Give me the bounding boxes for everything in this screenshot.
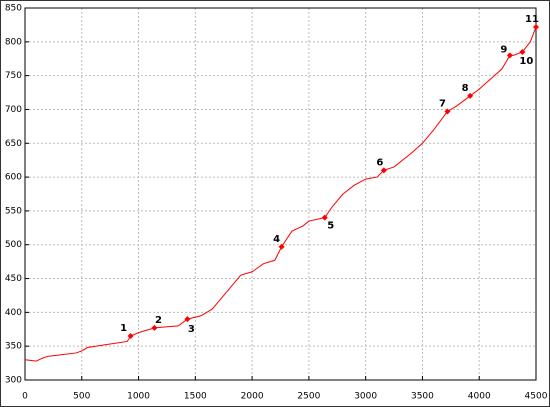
y-tick-label: 350 <box>5 342 22 352</box>
x-tick-label: 4000 <box>468 392 491 402</box>
marker <box>444 108 451 115</box>
marker-label: 3 <box>188 324 195 335</box>
x-tick-label: 500 <box>73 392 90 402</box>
marker <box>519 48 526 55</box>
line <box>24 26 537 362</box>
marker-label: 6 <box>376 157 383 168</box>
marker-label: 11 <box>525 14 539 25</box>
y-tick-label: 550 <box>5 206 22 216</box>
y-tick-label: 500 <box>5 240 22 250</box>
x-tick-label: 4500 <box>525 392 548 402</box>
marker <box>278 243 285 250</box>
marker <box>533 23 539 30</box>
marker <box>184 316 191 323</box>
x-tick-label: 2000 <box>241 392 264 402</box>
marker-label: 8 <box>462 83 469 94</box>
x-tick-label: 1500 <box>184 392 207 402</box>
marker-label: 1 <box>120 323 127 334</box>
y-tick-label: 800 <box>5 37 22 47</box>
y-tick-label: 400 <box>5 308 22 318</box>
y-tick-label: 700 <box>5 105 22 115</box>
marker-label: 10 <box>519 56 533 67</box>
marker <box>321 214 328 221</box>
y-tick-label: 750 <box>5 71 22 81</box>
marker-label: 7 <box>439 98 446 109</box>
marker <box>467 92 474 99</box>
y-tick-label: 850 <box>5 4 22 14</box>
x-tick-label: 2500 <box>297 392 320 402</box>
y-tick-label: 450 <box>5 274 22 284</box>
marker-label: 2 <box>155 315 162 326</box>
marker <box>506 52 513 59</box>
x-tick-label: 3000 <box>354 392 377 402</box>
x-tick-label: 1000 <box>127 392 150 402</box>
marker-label: 9 <box>500 44 507 55</box>
y-tick-label: 600 <box>5 173 22 183</box>
marker <box>151 324 158 331</box>
x-tick-label: 0 <box>22 392 28 402</box>
marker-label: 4 <box>273 234 280 245</box>
marker <box>380 167 387 174</box>
y-tick-label: 650 <box>5 139 22 149</box>
y-tick-label: 300 <box>5 376 22 386</box>
x-tick-label: 3500 <box>411 392 434 402</box>
plot-area <box>24 7 537 381</box>
marker <box>127 333 134 340</box>
marker-label: 5 <box>327 221 334 232</box>
